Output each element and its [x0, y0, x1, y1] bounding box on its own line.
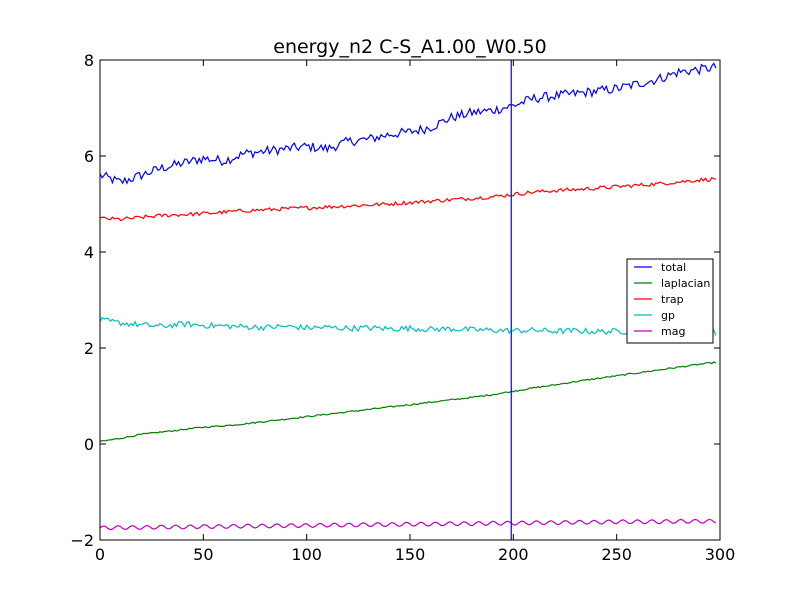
x-tick-label: 150 [395, 545, 426, 564]
x-tick-label: 100 [291, 545, 322, 564]
y-tick-label: −2 [70, 531, 94, 550]
y-tick-label: 8 [84, 51, 94, 70]
legend-label-total: total [661, 261, 686, 274]
chart-title: energy_n2 C-S_A1.00_W0.50 [273, 36, 546, 58]
legend-label-gp: gp [661, 309, 675, 322]
series-line-mag [100, 518, 717, 531]
y-tick-label: 0 [84, 435, 94, 454]
x-tick-label: 250 [601, 545, 632, 564]
y-tick-label: 6 [84, 147, 94, 166]
x-tick-label: 0 [95, 545, 105, 564]
axes-background [100, 60, 720, 540]
series-line-laplacian [100, 361, 717, 443]
legend-label-mag: mag [661, 325, 685, 338]
series-line-trap [100, 177, 717, 222]
legend-box [626, 258, 714, 344]
legend-label-trap: trap [661, 293, 684, 306]
legend: total laplacian trap gp mag [626, 258, 714, 344]
x-tick-label: 300 [705, 545, 736, 564]
y-tick-label: 4 [84, 243, 94, 262]
legend-label-laplacian: laplacian [661, 277, 710, 290]
axes-frame [99, 59, 721, 541]
y-tick-label: 2 [84, 339, 94, 358]
x-tick-label: 200 [498, 545, 529, 564]
x-tick-label: 50 [193, 545, 213, 564]
series-group [100, 60, 717, 540]
series-line-gp [100, 316, 717, 337]
series-line-total [100, 62, 717, 185]
